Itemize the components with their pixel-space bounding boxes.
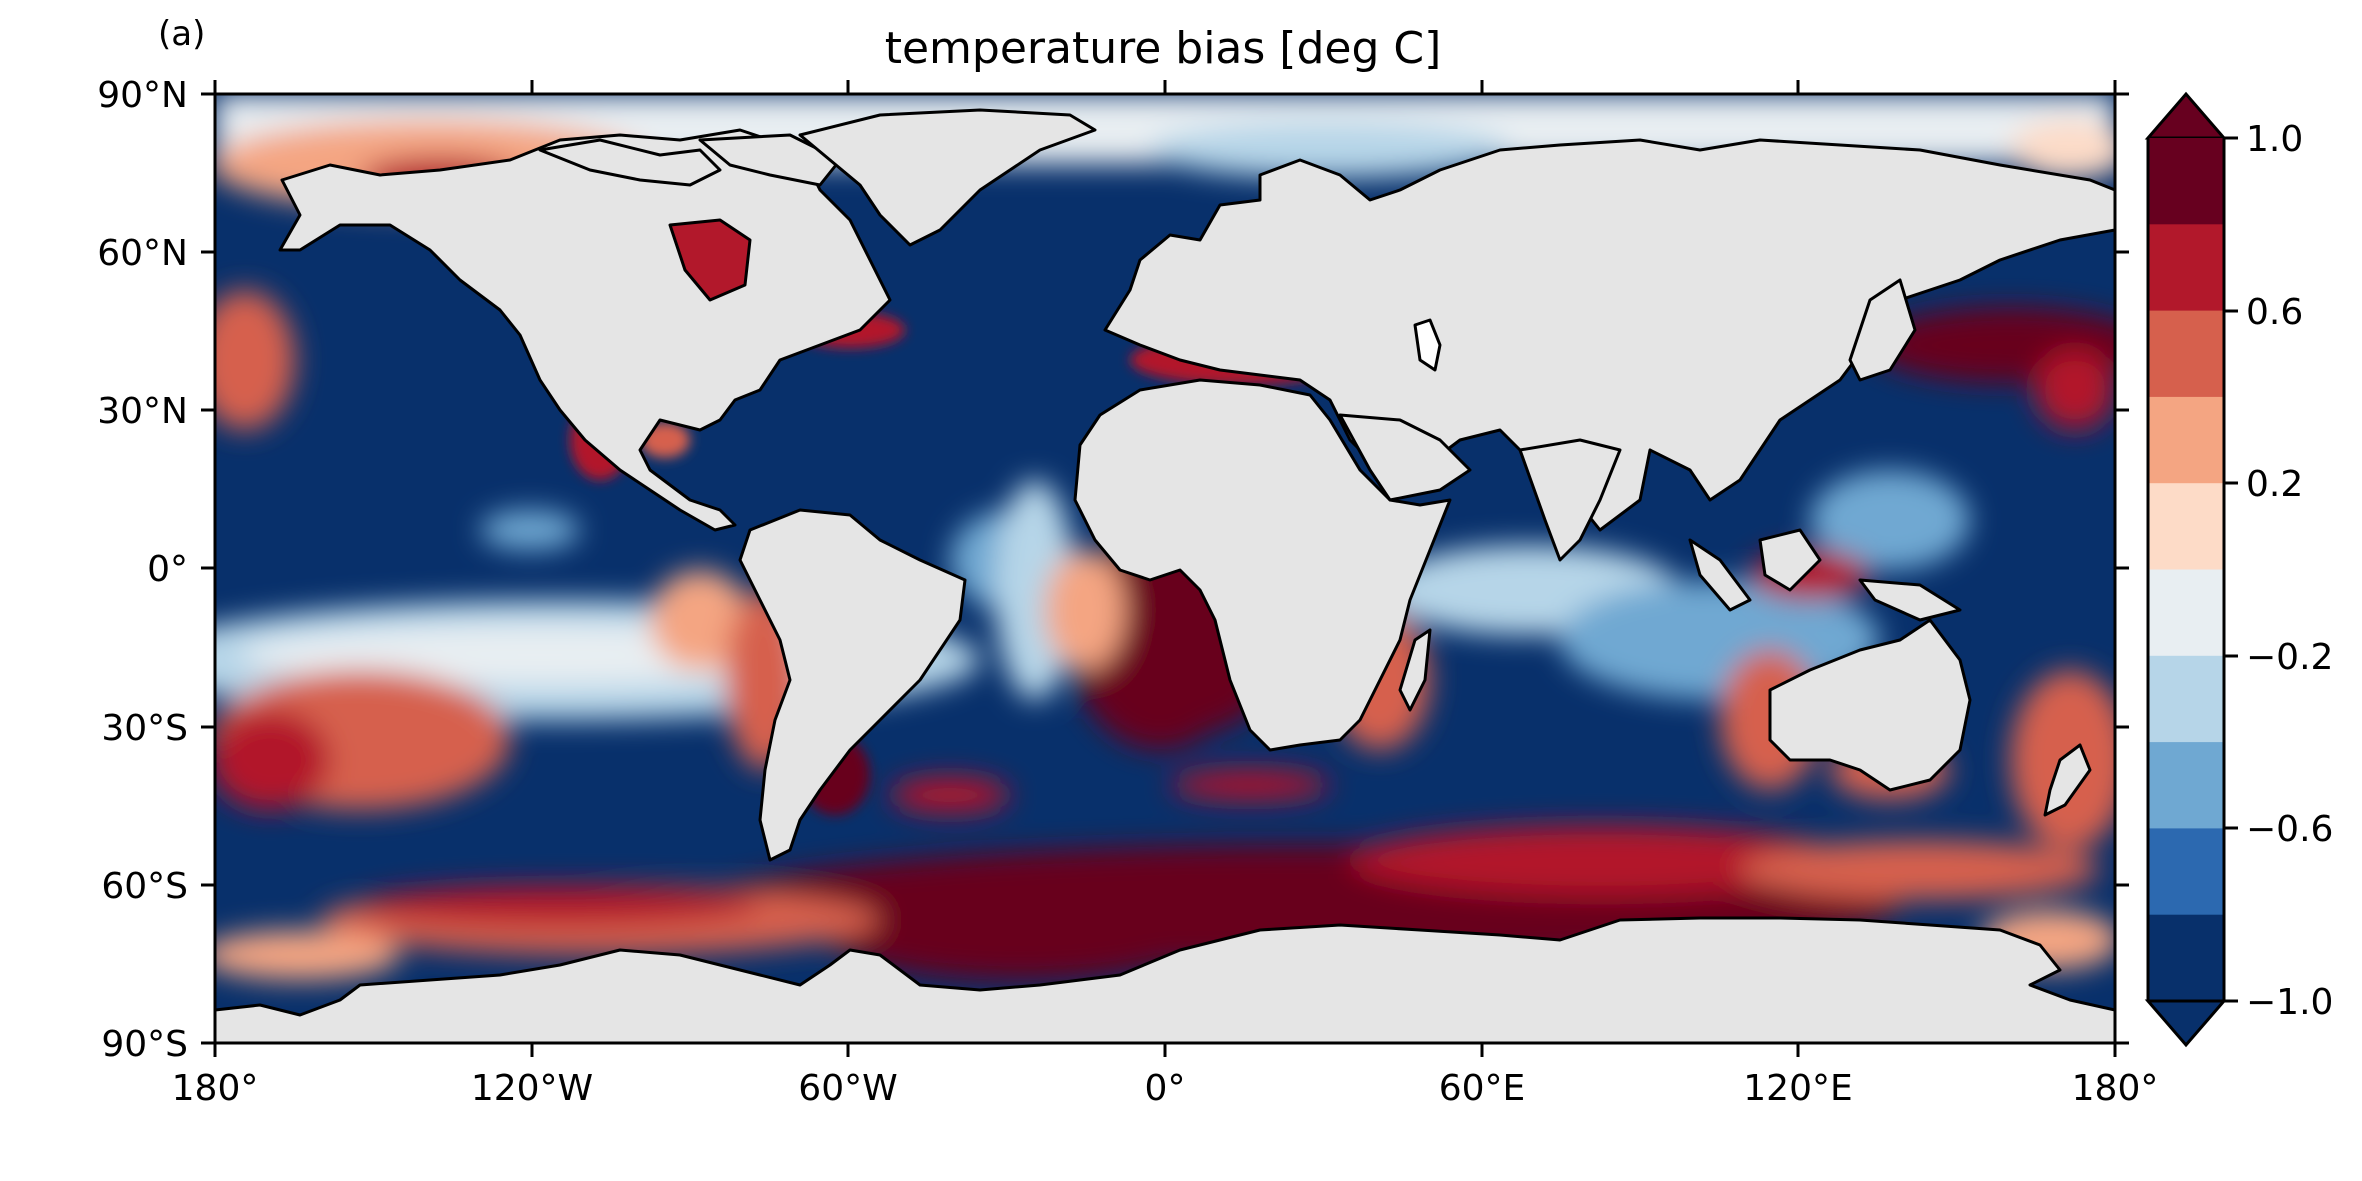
colorbar-label: −1.0 [2246,982,2333,1023]
lon-label: 0° [1145,1068,1186,1109]
lon-label: 60°E [1439,1068,1526,1109]
colorbar-extend-bottom [2144,999,2228,1048]
colorbar-label: −0.6 [2246,809,2333,850]
colorbar-segment [2148,138,2224,225]
colorbar-segment [2148,828,2224,916]
madagascar [1398,628,1432,712]
latitude-axis-left [201,92,215,1045]
latitude-axis-right [2115,92,2129,1045]
colorbar-label: 1.0 [2246,119,2303,160]
greenland [798,108,1097,247]
lon-label: 120°W [471,1068,593,1109]
colorbar-segment [2148,742,2224,829]
australia [1768,618,1972,792]
arabian-peninsula [1338,413,1472,502]
south-america [738,508,967,862]
colorbar: 1.0 0.6 0.2 −0.2 −0.6 −1.0 [2144,91,2333,1048]
colorbar-outline [2146,138,2226,1001]
longitude-tick-labels: 180° 120°W 60°W 0° 60°E 120°E 180° [172,1068,2159,1109]
colorbar-ticks [2224,136,2238,1003]
hudson-bay [668,218,752,302]
japan [1848,278,1917,382]
lat-label: 30°N [97,391,188,432]
colorbar-segment [2148,655,2224,743]
colorbar-label: 0.6 [2246,292,2303,333]
baffin-island [698,133,842,187]
lat-label: 60°N [97,233,188,274]
panel-label: (a) [158,14,205,54]
lon-label: 180° [172,1068,259,1109]
temperature-bias-map [215,94,2115,1043]
bias-field [215,94,2115,980]
colorbar-segment [2148,310,2224,398]
longitude-axis-bottom [213,1043,2117,1057]
colorbar-extend-top [2144,91,2228,140]
colorbar-segment [2148,914,2224,1002]
colorbar-segment [2148,569,2224,657]
africa [1073,378,1452,752]
antarctica [215,916,2115,1043]
lat-label: 30°S [101,708,188,749]
lat-label: 60°S [101,866,188,907]
colorbar-segment [2148,224,2224,312]
colorbar-label: 0.2 [2246,464,2303,505]
lat-label: 0° [147,549,188,590]
canadian-archipelago [538,138,722,187]
borneo [1758,528,1822,592]
latitude-tick-labels: 90°N 60°N 30°N 0° 30°S 60°S 90°S [97,75,188,1065]
lon-label: 180° [2072,1068,2159,1109]
colorbar-label: −0.2 [2246,637,2333,678]
colorbar-segment [2148,396,2224,484]
colorbar-tick-labels: 1.0 0.6 0.2 −0.2 −0.6 −1.0 [2246,119,2333,1023]
longitude-axis-top [213,80,2117,94]
colorbar-segment [2148,483,2224,570]
sumatra [1688,538,1752,612]
colorbar-segments [2148,138,2224,1002]
new-zealand [2043,743,2092,817]
land [215,108,2115,1043]
map-title: temperature bias [deg C] [885,23,1442,74]
lat-label: 90°N [97,75,188,116]
lon-label: 60°W [798,1068,897,1109]
caspian-sea [1413,318,1442,372]
indian-subcontinent [1518,438,1622,562]
new-guinea [1858,578,1962,622]
lon-label: 120°E [1743,1068,1852,1109]
lat-label: 90°S [101,1024,188,1065]
